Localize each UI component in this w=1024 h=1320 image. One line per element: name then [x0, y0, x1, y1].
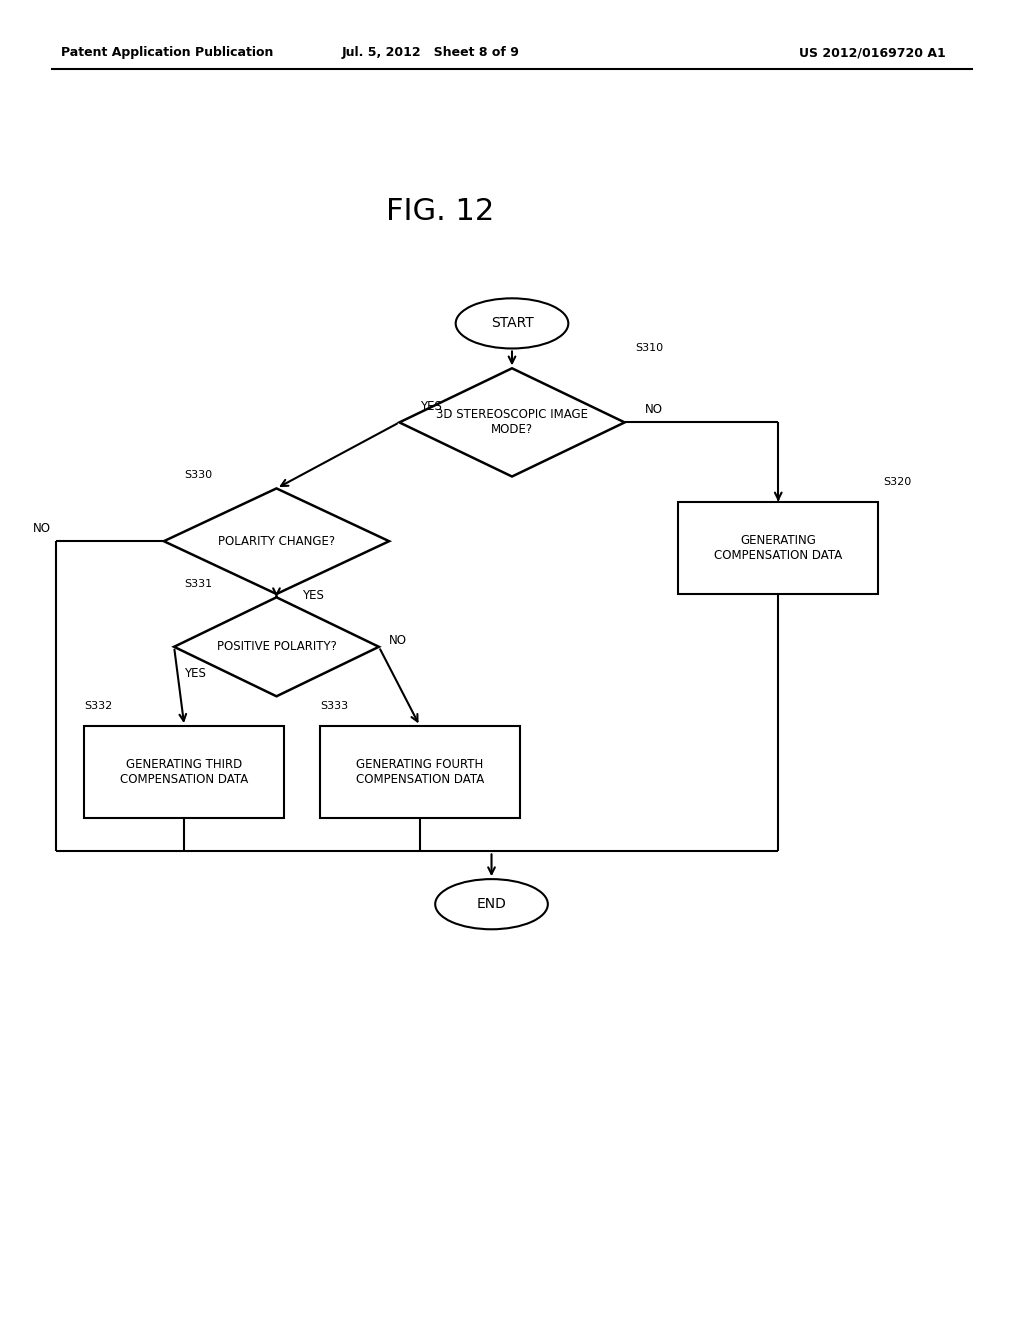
- Text: S331: S331: [184, 579, 212, 589]
- Text: FIG. 12: FIG. 12: [386, 197, 495, 226]
- Text: POLARITY CHANGE?: POLARITY CHANGE?: [218, 535, 335, 548]
- Text: NO: NO: [645, 403, 664, 416]
- Text: END: END: [476, 898, 507, 911]
- Text: YES: YES: [302, 589, 324, 602]
- Text: S320: S320: [883, 477, 911, 487]
- Text: Patent Application Publication: Patent Application Publication: [61, 46, 273, 59]
- Text: START: START: [490, 317, 534, 330]
- Text: NO: NO: [389, 634, 408, 647]
- Text: GENERATING FOURTH
COMPENSATION DATA: GENERATING FOURTH COMPENSATION DATA: [355, 758, 484, 787]
- Text: GENERATING
COMPENSATION DATA: GENERATING COMPENSATION DATA: [714, 533, 843, 562]
- Text: US 2012/0169720 A1: US 2012/0169720 A1: [799, 46, 945, 59]
- Text: POSITIVE POLARITY?: POSITIVE POLARITY?: [216, 640, 337, 653]
- Text: YES: YES: [184, 667, 206, 680]
- Text: S310: S310: [635, 343, 663, 354]
- Text: S333: S333: [319, 701, 348, 711]
- Text: S332: S332: [84, 701, 113, 711]
- Text: GENERATING THIRD
COMPENSATION DATA: GENERATING THIRD COMPENSATION DATA: [120, 758, 249, 787]
- Text: NO: NO: [33, 521, 51, 535]
- Text: S330: S330: [184, 470, 212, 480]
- Text: 3D STEREOSCOPIC IMAGE
MODE?: 3D STEREOSCOPIC IMAGE MODE?: [436, 408, 588, 437]
- Text: Jul. 5, 2012   Sheet 8 of 9: Jul. 5, 2012 Sheet 8 of 9: [341, 46, 519, 59]
- Text: YES: YES: [420, 400, 441, 413]
